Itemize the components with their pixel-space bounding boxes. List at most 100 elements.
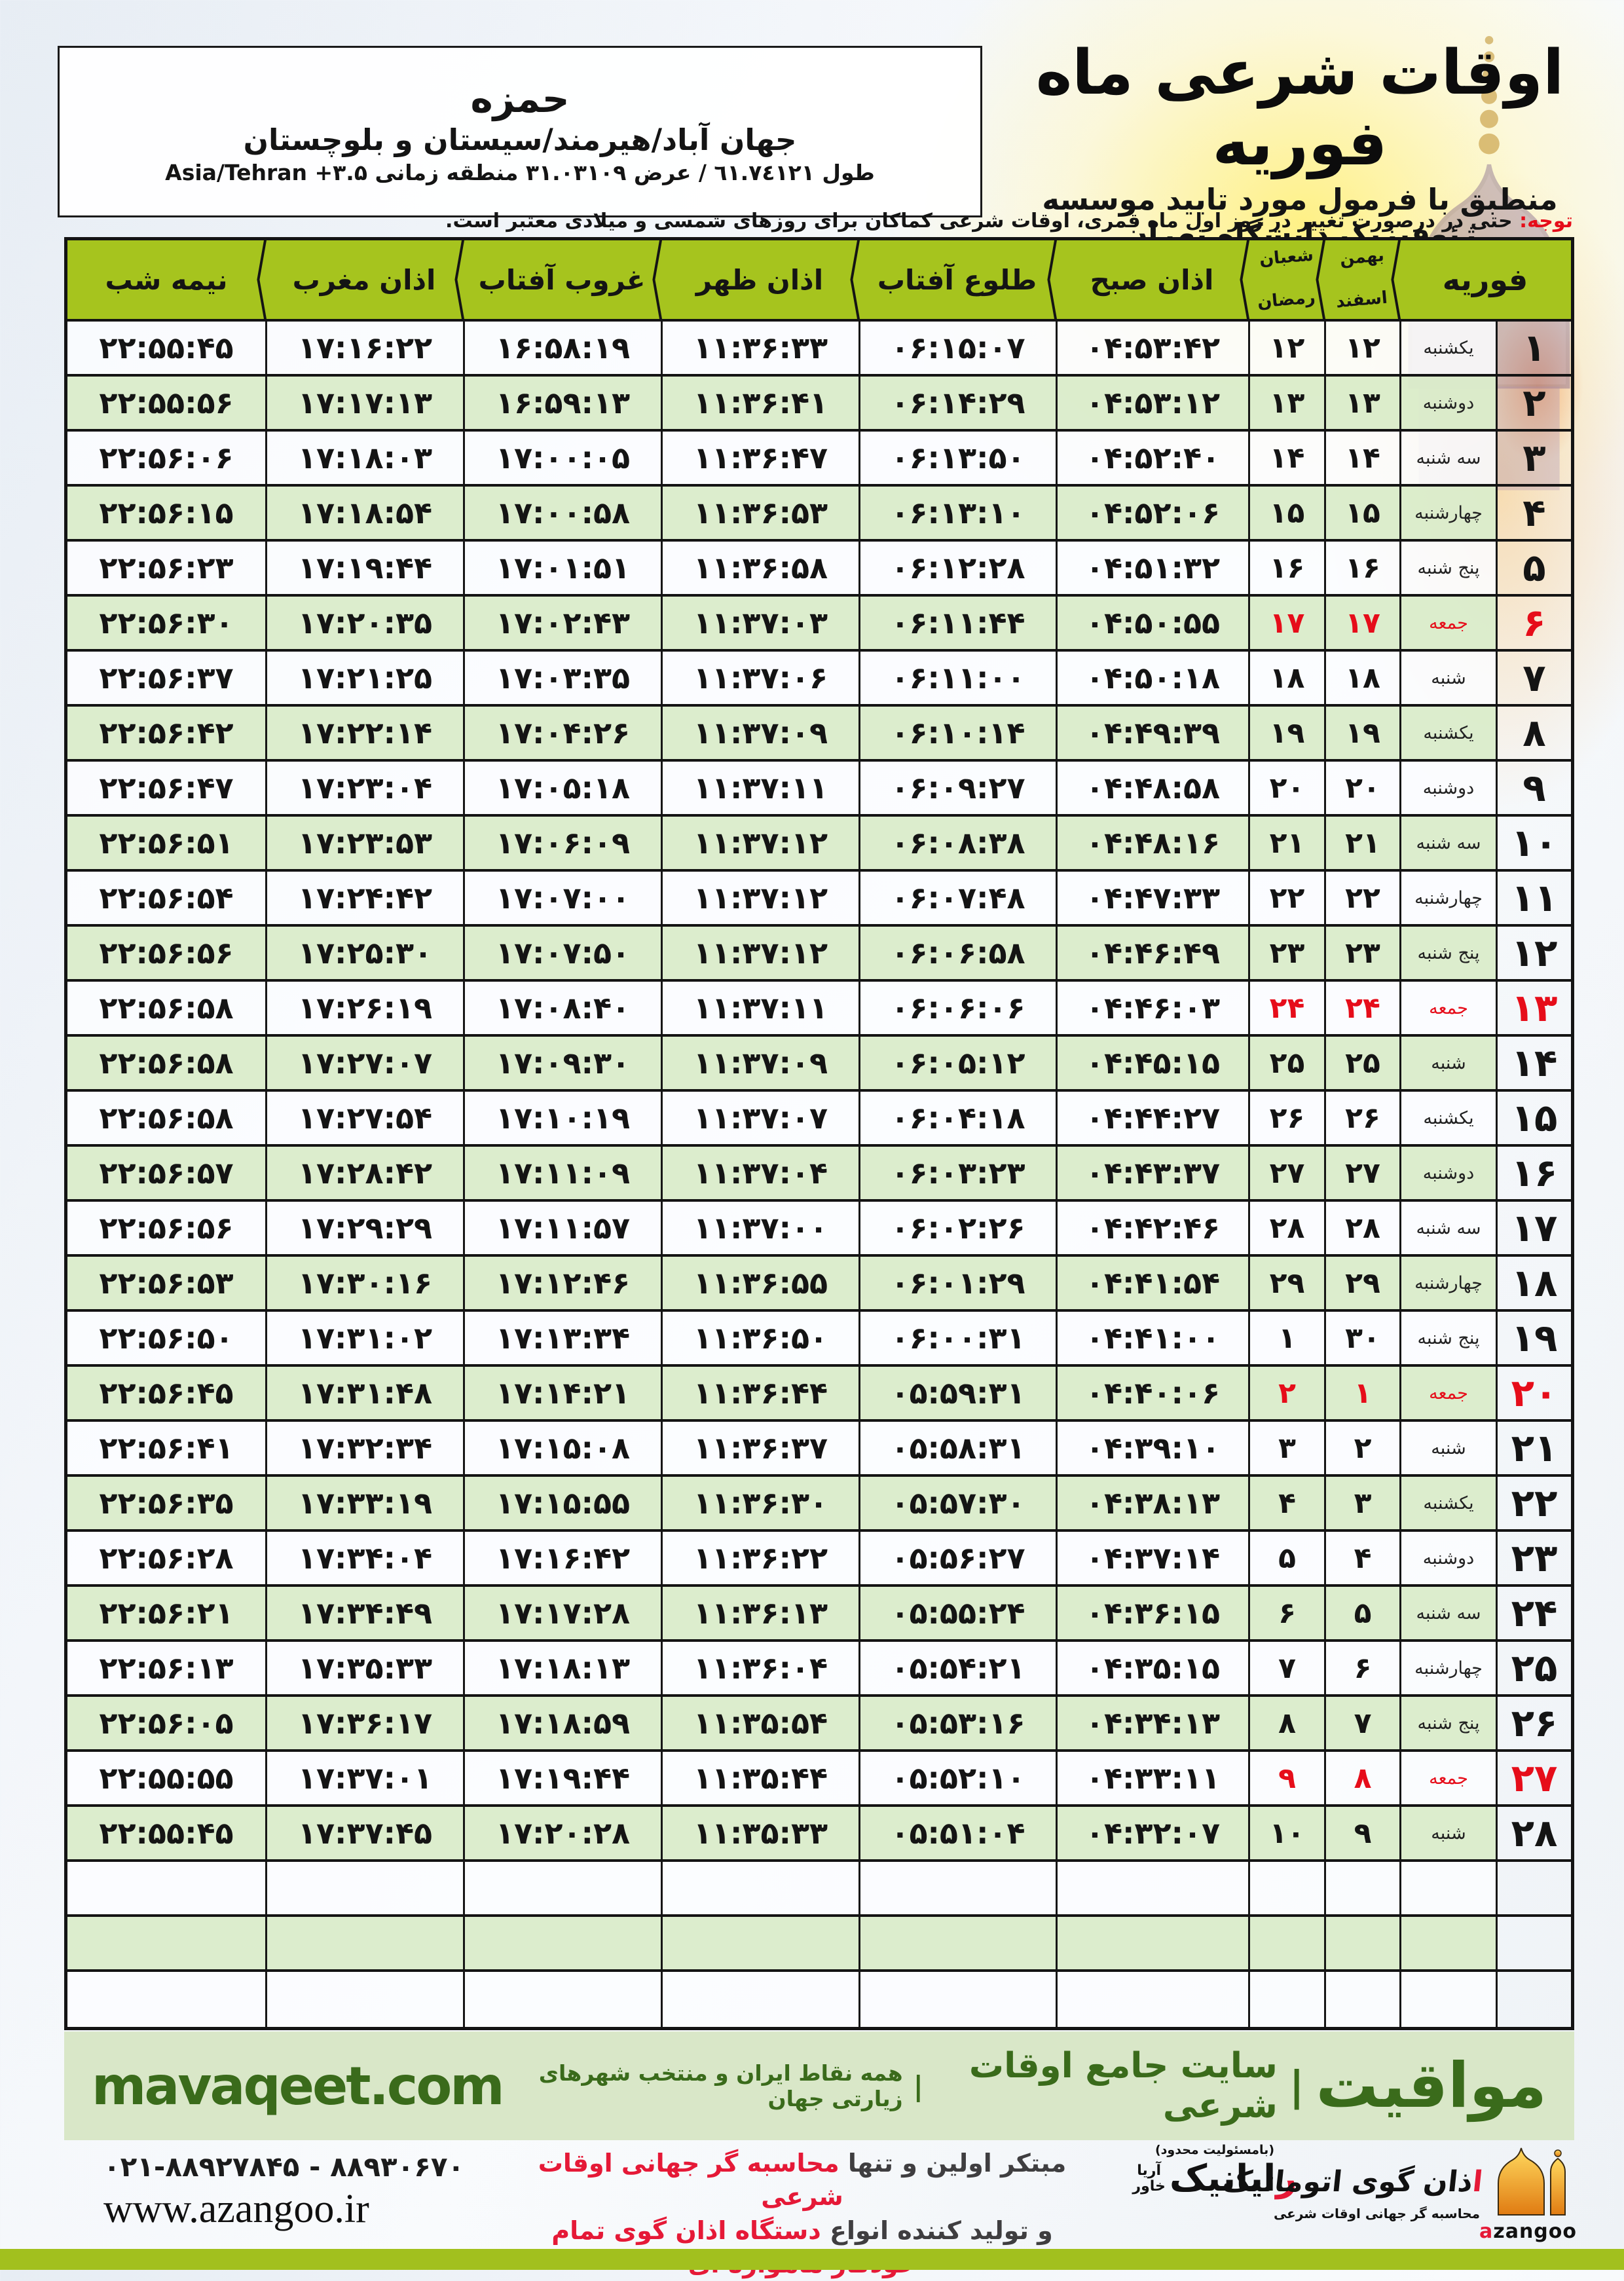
cell-hijri-day: ۲۵ bbox=[1248, 1037, 1324, 1089]
cell-midnight: ۲۲:۵۵:۵۵ bbox=[67, 1752, 265, 1804]
cell-maghrib: ۱۷:۳۳:۱۹ bbox=[265, 1477, 463, 1529]
cell-jalali-day: ۱۲ bbox=[1324, 322, 1399, 374]
cell-weekday: جمعه bbox=[1399, 597, 1496, 649]
cell-maghrib: ۱۷:۲۸:۴۲ bbox=[265, 1147, 463, 1199]
cell-sunset: ۱۶:۵۸:۱۹ bbox=[463, 322, 661, 374]
cell-sunset: ۱۷:۰۹:۳۰ bbox=[463, 1037, 661, 1089]
band-divider-2: | bbox=[913, 2069, 924, 2102]
cell-noon: ۱۱:۳۶:۵۵ bbox=[661, 1257, 858, 1309]
cell-midnight: ۲۲:۵۶:۵۸ bbox=[67, 982, 265, 1034]
cell-weekday bbox=[1399, 1972, 1496, 2027]
cell-noon: ۱۱:۳۷:۰۹ bbox=[661, 1037, 858, 1089]
cell-sunrise: ۰۶:۱۱:۰۰ bbox=[858, 652, 1056, 704]
azangoo-site-link[interactable]: www.azangoo.ir bbox=[103, 2187, 369, 2231]
cell-feb-day: ۱۶ bbox=[1496, 1147, 1571, 1199]
page-title: اوقات شرعی ماه فوریه bbox=[1035, 37, 1564, 180]
cell-noon: ۱۱:۳۶:۴۱ bbox=[661, 377, 858, 429]
cell-midnight: ۲۲:۵۶:۱۳ bbox=[67, 1642, 265, 1694]
cell-sunrise: ۰۶:۰۰:۳۱ bbox=[858, 1312, 1056, 1364]
cell-sunset: ۱۷:۱۹:۴۴ bbox=[463, 1752, 661, 1804]
cell-maghrib: ۱۷:۳۵:۳۳ bbox=[265, 1642, 463, 1694]
cell-jalali-day: ۲۵ bbox=[1324, 1037, 1399, 1089]
notice-label: توجه: bbox=[1519, 210, 1573, 232]
table-row: ۲۲:۵۶:۴۵ ۱۷:۳۱:۴۸ ۱۷:۱۴:۲۱ ۱۱:۳۶:۴۴ ۰۵:۵… bbox=[67, 1367, 1571, 1422]
cell-sunset: ۱۷:۱۶:۴۲ bbox=[463, 1532, 661, 1584]
cell-jalali-day: ۲۹ bbox=[1324, 1257, 1399, 1309]
cell-sunset: ۱۷:۱۰:۱۹ bbox=[463, 1092, 661, 1144]
cell-weekday bbox=[1399, 1862, 1496, 1914]
cell-sunrise: ۰۶:۰۹:۲۷ bbox=[858, 762, 1056, 814]
cell-hijri-day: ۱ bbox=[1248, 1312, 1324, 1364]
table-row: ۲۲:۵۶:۵۱ ۱۷:۲۳:۵۳ ۱۷:۰۶:۰۹ ۱۱:۳۷:۱۲ ۰۶:۰… bbox=[67, 817, 1571, 872]
cell-sunset: ۱۷:۱۴:۲۱ bbox=[463, 1367, 661, 1419]
cell-feb-day: ۹ bbox=[1496, 762, 1571, 814]
cell-sunrise: ۰۶:۱۰:۱۴ bbox=[858, 707, 1056, 759]
cell-maghrib: ۱۷:۲۹:۲۹ bbox=[265, 1202, 463, 1254]
cell-jalali-day: ۲۰ bbox=[1324, 762, 1399, 814]
table-row: ۲۲:۵۶:۵۳ ۱۷:۳۰:۱۶ ۱۷:۱۲:۴۶ ۱۱:۳۶:۵۵ ۰۶:۰… bbox=[67, 1257, 1571, 1312]
cell-sunset: ۱۷:۰۴:۲۶ bbox=[463, 707, 661, 759]
bottom-green-strip bbox=[0, 2249, 1624, 2270]
cell-sunrise: ۰۵:۵۸:۳۱ bbox=[858, 1422, 1056, 1474]
table-row: ۲۲:۵۶:۵۰ ۱۷:۳۱:۰۲ ۱۷:۱۳:۳۴ ۱۱:۳۶:۵۰ ۰۶:۰… bbox=[67, 1312, 1571, 1367]
cell-hijri-day: ۵ bbox=[1248, 1532, 1324, 1584]
cell-weekday: چهارشنبه bbox=[1399, 1257, 1496, 1309]
location-region: جهان آباد/هیرمند/سیستان و بلوچستان bbox=[243, 122, 797, 157]
mavaqeet-link[interactable]: mavaqeet.com bbox=[92, 2055, 505, 2117]
cell-jalali-day: ۲۴ bbox=[1324, 982, 1399, 1034]
cell-maghrib: ۱۷:۳۲:۳۴ bbox=[265, 1422, 463, 1474]
cell-noon bbox=[661, 1862, 858, 1914]
cell-maghrib: ۱۷:۱۹:۴۴ bbox=[265, 542, 463, 594]
cell-noon: ۱۱:۳۵:۳۳ bbox=[661, 1807, 858, 1859]
cell-jalali-day: ۳ bbox=[1324, 1477, 1399, 1529]
cell-feb-day: ۱۱ bbox=[1496, 872, 1571, 924]
cell-feb-day bbox=[1496, 1972, 1571, 2027]
cell-jalali-day: ۱۷ bbox=[1324, 597, 1399, 649]
cell-maghrib: ۱۷:۳۴:۰۴ bbox=[265, 1532, 463, 1584]
cell-hijri-day: ۲۳ bbox=[1248, 927, 1324, 979]
cell-hijri-day: ۸ bbox=[1248, 1697, 1324, 1749]
cell-sunrise: ۰۶:۰۶:۰۶ bbox=[858, 982, 1056, 1034]
cell-sunset: ۱۷:۲۰:۲۸ bbox=[463, 1807, 661, 1859]
cell-fajr: ۰۴:۳۲:۰۷ bbox=[1056, 1807, 1248, 1859]
cell-sunset: ۱۷:۰۵:۱۸ bbox=[463, 762, 661, 814]
cell-feb-day: ۸ bbox=[1496, 707, 1571, 759]
rayanik-wordmark: رایانیک آریا خاور bbox=[1100, 2157, 1329, 2200]
cell-hijri-day: ۲۱ bbox=[1248, 817, 1324, 869]
cell-sunset: ۱۷:۱۲:۴۶ bbox=[463, 1257, 661, 1309]
cell-feb-day: ۱۲ bbox=[1496, 927, 1571, 979]
cell-feb-day: ۱۹ bbox=[1496, 1312, 1571, 1364]
cell-maghrib: ۱۷:۳۴:۴۹ bbox=[265, 1587, 463, 1639]
cell-sunset bbox=[463, 1972, 661, 2027]
cell-midnight bbox=[67, 1862, 265, 1914]
cell-jalali-day: ۹ bbox=[1324, 1807, 1399, 1859]
cell-jalali-day: ۲۳ bbox=[1324, 927, 1399, 979]
cell-fajr: ۰۴:۳۴:۱۳ bbox=[1056, 1697, 1248, 1749]
brand-farsi: مواقیت bbox=[1316, 2049, 1547, 2122]
header-bahman: بهمن bbox=[1338, 246, 1385, 269]
cell-midnight: ۲۲:۵۶:۵۶ bbox=[67, 927, 265, 979]
cell-noon: ۱۱:۳۶:۵۰ bbox=[661, 1312, 858, 1364]
cell-sunset: ۱۷:۱۱:۰۹ bbox=[463, 1147, 661, 1199]
cell-sunrise: ۰۶:۰۳:۲۳ bbox=[858, 1147, 1056, 1199]
cell-sunrise: ۰۶:۱۳:۵۰ bbox=[858, 432, 1056, 484]
rayanik-logo: (بامسئولیت محدود) رایانیک آریا خاور bbox=[1100, 2143, 1329, 2200]
cell-feb-day: ۲۶ bbox=[1496, 1697, 1571, 1749]
rayanik-rest: ایانیک bbox=[1169, 2157, 1276, 2200]
cell-weekday: دوشنبه bbox=[1399, 377, 1496, 429]
cell-sunrise: ۰۵:۵۱:۰۴ bbox=[858, 1807, 1056, 1859]
cell-maghrib bbox=[265, 1917, 463, 1969]
cell-maghrib: ۱۷:۲۵:۳۰ bbox=[265, 927, 463, 979]
cell-fajr: ۰۴:۴۹:۳۹ bbox=[1056, 707, 1248, 759]
cell-sunrise: ۰۶:۰۷:۴۸ bbox=[858, 872, 1056, 924]
cell-fajr: ۰۴:۵۲:۰۶ bbox=[1056, 487, 1248, 539]
cell-jalali-day: ۳۰ bbox=[1324, 1312, 1399, 1364]
cell-hijri-day: ۱۴ bbox=[1248, 432, 1324, 484]
cell-midnight: ۲۲:۵۶:۲۱ bbox=[67, 1587, 265, 1639]
cell-sunrise: ۰۶:۰۸:۳۸ bbox=[858, 817, 1056, 869]
cell-hijri-day: ۲۲ bbox=[1248, 872, 1324, 924]
cell-sunset: ۱۷:۱۳:۳۴ bbox=[463, 1312, 661, 1364]
cell-feb-day: ۶ bbox=[1496, 597, 1571, 649]
cell-maghrib: ۱۷:۳۷:۴۵ bbox=[265, 1807, 463, 1859]
cell-feb-day bbox=[1496, 1917, 1571, 1969]
